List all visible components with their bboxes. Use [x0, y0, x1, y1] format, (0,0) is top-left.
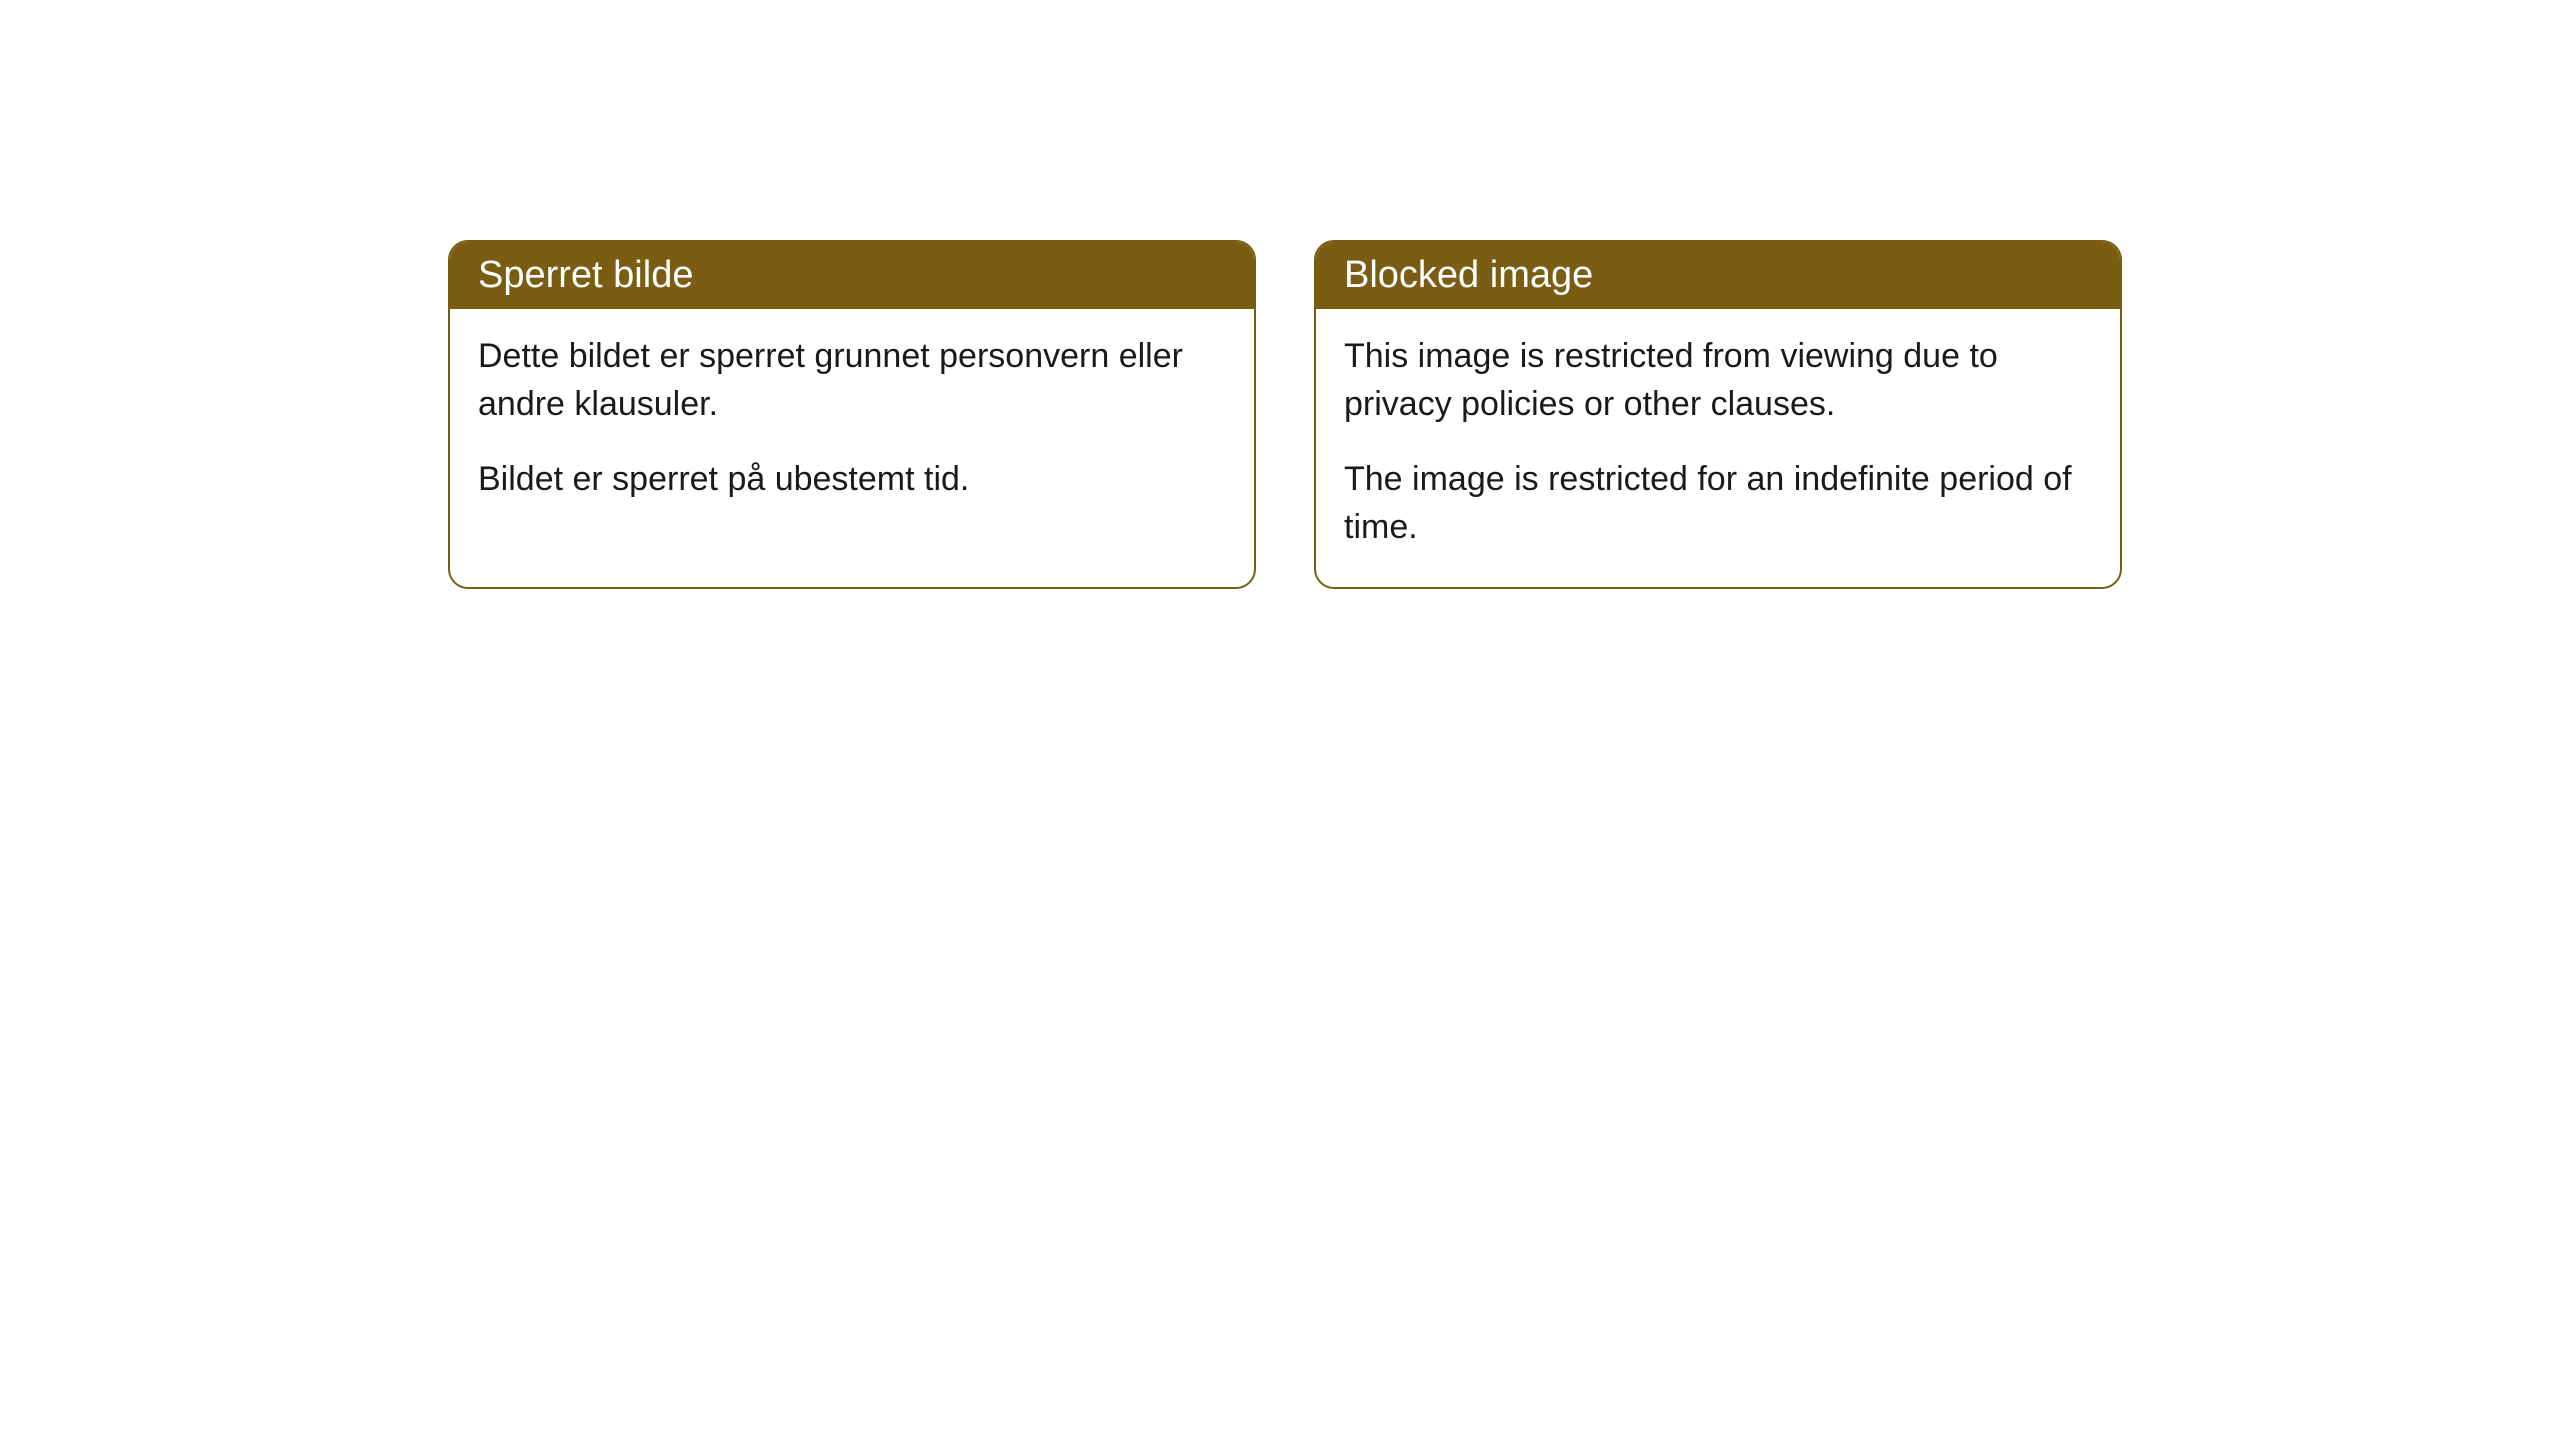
card-paragraph: Dette bildet er sperret grunnet personve…: [478, 333, 1226, 428]
card-title: Sperret bilde: [478, 254, 693, 296]
card-title: Blocked image: [1344, 254, 1593, 296]
card-body-norwegian: Dette bildet er sperret grunnet personve…: [450, 309, 1254, 540]
card-paragraph: This image is restricted from viewing du…: [1344, 333, 2092, 428]
notice-cards-container: Sperret bilde Dette bildet er sperret gr…: [448, 240, 2122, 589]
notice-card-norwegian: Sperret bilde Dette bildet er sperret gr…: [448, 240, 1256, 589]
notice-card-english: Blocked image This image is restricted f…: [1314, 240, 2122, 589]
card-body-english: This image is restricted from viewing du…: [1316, 309, 2120, 587]
card-header-norwegian: Sperret bilde: [450, 242, 1254, 309]
card-paragraph: The image is restricted for an indefinit…: [1344, 456, 2092, 551]
card-paragraph: Bildet er sperret på ubestemt tid.: [478, 456, 1226, 504]
card-header-english: Blocked image: [1316, 242, 2120, 309]
